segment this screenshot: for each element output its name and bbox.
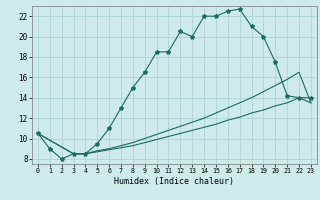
X-axis label: Humidex (Indice chaleur): Humidex (Indice chaleur) [115,177,234,186]
